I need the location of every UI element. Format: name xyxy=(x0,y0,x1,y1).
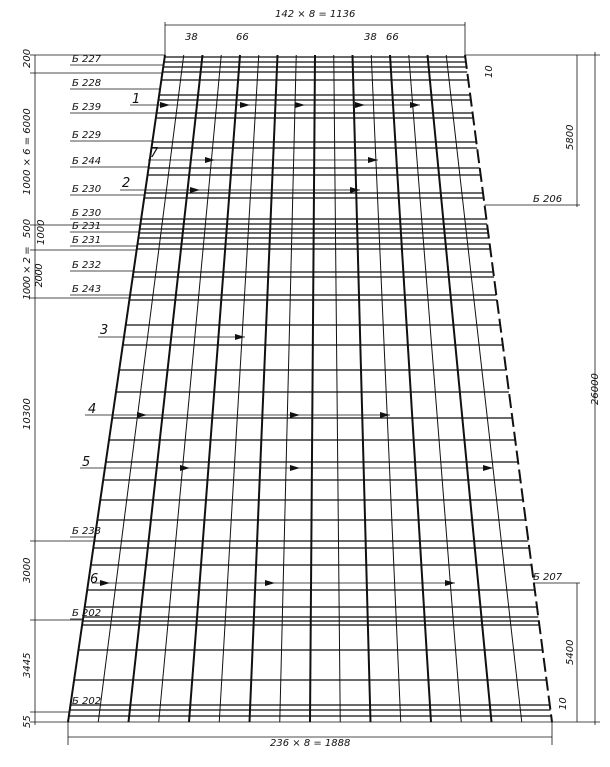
rebar-grid xyxy=(67,54,553,723)
bottom-total-dimension: 236 × 8 = 1888 xyxy=(270,738,350,749)
left-dim-6000: 1000 × 6 = 6000 xyxy=(22,108,33,195)
left-label: Б 231 xyxy=(72,235,101,246)
right-label: Б 206 xyxy=(533,194,562,205)
longitudinal-bar xyxy=(351,54,372,723)
longitudinal-bar xyxy=(158,54,222,723)
longitudinal-bar xyxy=(279,54,297,723)
left-label: Б 239 xyxy=(72,102,101,113)
left-label: Б 228 xyxy=(72,78,101,89)
left-label: Б 233 xyxy=(72,526,101,537)
left-label: Б 231 xyxy=(72,221,101,232)
right-dim-10-top: 10 xyxy=(484,65,495,78)
position-mark-7: 7 xyxy=(150,146,159,161)
longitudinal-bar xyxy=(408,54,462,723)
left-dim-1000: 1000 xyxy=(36,220,47,245)
right-dim-10-bottom: 10 xyxy=(558,697,569,710)
longitudinal-bar xyxy=(67,54,166,723)
longitudinal-bar xyxy=(97,54,185,723)
right-label: Б 207 xyxy=(533,572,563,583)
dashed-edge-bar xyxy=(464,54,553,723)
left-dim-3445: 3445 xyxy=(22,653,33,678)
left-dim-500: 500 xyxy=(22,219,33,238)
longitudinal-bar xyxy=(218,54,260,723)
longitudinal-bar xyxy=(445,54,523,723)
position-mark-3: 3 xyxy=(100,323,108,338)
top-dim-38-left: 38 xyxy=(185,32,198,43)
left-label: Б 244 xyxy=(72,156,101,167)
left-dim-55: 55 xyxy=(22,715,33,728)
left-label: Б 227 xyxy=(72,54,102,65)
right-dim-26000: 26000 xyxy=(590,373,601,405)
position-mark-4: 4 xyxy=(88,402,96,417)
position-mark-6: 6 xyxy=(90,572,98,587)
left-label: Б 202 xyxy=(72,696,101,707)
left-label: Б 230 xyxy=(72,184,101,195)
longitudinal-bar xyxy=(333,54,341,723)
left-dim-10300: 10300 xyxy=(22,398,33,430)
dimension-lines xyxy=(30,22,600,745)
top-dim-38-right: 38 xyxy=(364,32,377,43)
left-dim-3000: 3000 xyxy=(22,558,33,583)
left-dim-200: 200 xyxy=(22,49,33,68)
longitudinal-bar xyxy=(188,54,241,723)
position-mark-5: 5 xyxy=(82,455,90,470)
longitudinal-bar xyxy=(370,54,402,723)
left-label: Б 232 xyxy=(72,260,101,271)
position-mark-1: 1 xyxy=(132,92,140,107)
longitudinal-bar xyxy=(248,54,279,723)
right-dim-5400: 5400 xyxy=(565,640,576,665)
top-dim-66-right: 66 xyxy=(386,32,399,43)
left-label: Б 243 xyxy=(72,284,101,295)
longitudinal-bar xyxy=(309,54,316,723)
left-label: Б 202 xyxy=(72,608,101,619)
left-dim-2000: 1000 × 2 = 2000 xyxy=(22,247,45,300)
top-dim-66-left: 66 xyxy=(236,32,249,43)
longitudinal-bar xyxy=(127,54,204,723)
left-label: Б 230 xyxy=(72,208,101,219)
longitudinal-bar xyxy=(389,54,432,723)
longitudinal-bar xyxy=(426,54,493,723)
top-total-dimension: 142 × 8 = 1136 xyxy=(275,9,355,20)
right-dim-5800: 5800 xyxy=(565,125,576,150)
position-mark-2: 2 xyxy=(122,176,130,191)
left-label: Б 229 xyxy=(72,130,101,141)
